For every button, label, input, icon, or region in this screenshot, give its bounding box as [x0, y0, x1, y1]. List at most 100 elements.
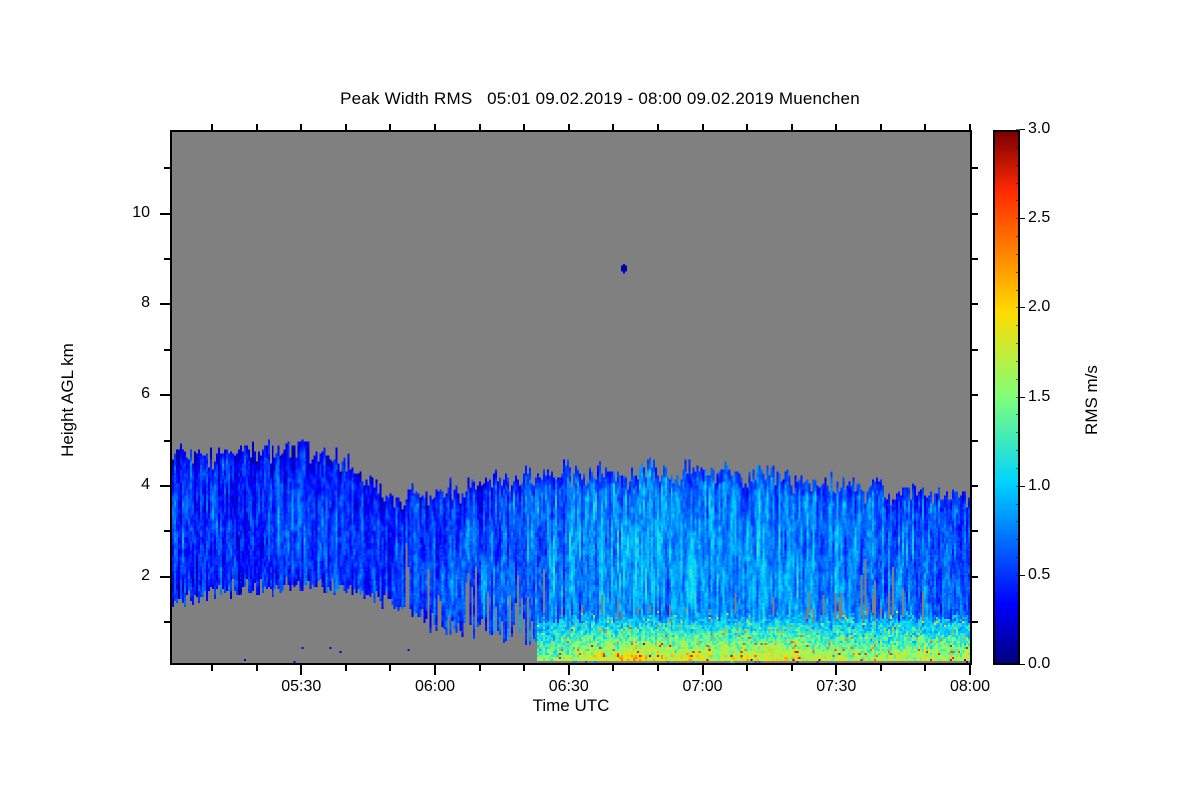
colorbar-tick: [1020, 396, 1025, 398]
x-top-tick: [567, 124, 570, 130]
y-right-tick: [972, 575, 978, 578]
x-top-tick: [434, 124, 437, 130]
colorbar-tick-label: 3.0: [1028, 120, 1051, 137]
x-minor-tick: [478, 665, 481, 671]
x-top-tick: [211, 124, 214, 130]
colorbar-minor-tick: [1016, 485, 1020, 487]
colorbar-minor-tick: [1016, 236, 1020, 237]
y-right-tick: [972, 530, 978, 533]
y-axis-label: Height AGL km: [58, 343, 77, 457]
colorbar-label: RMS m/s: [1082, 365, 1101, 435]
x-major-tick: [434, 665, 437, 675]
x-major-tick: [701, 665, 704, 675]
colorbar-tick-label: 1.0: [1028, 476, 1051, 494]
page-title: Peak Width RMS 05:01 09.02.2019 - 08:00 …: [340, 89, 860, 108]
y-right-tick: [972, 212, 978, 215]
x-major-tick: [969, 665, 971, 675]
colorbar-minor-tick: [1016, 414, 1020, 416]
colorbar-minor-tick: [1016, 450, 1020, 451]
x-minor-tick: [523, 665, 526, 671]
colorbar-minor-tick: [1016, 378, 1020, 380]
colorbar-minor-tick: [1016, 503, 1020, 505]
y-major-tick: [160, 575, 170, 578]
x-minor-tick: [746, 665, 749, 671]
colorbar-minor-tick: [1016, 396, 1020, 398]
x-top-tick: [523, 124, 526, 130]
x-tick-label: 06:30: [548, 678, 589, 695]
colorbar-tick: [1020, 129, 1025, 130]
colorbar-tick: [1020, 307, 1025, 309]
colorbar-minor-tick: [1016, 129, 1020, 130]
y-minor-tick: [164, 258, 170, 261]
colorbar-minor-tick: [1016, 628, 1020, 630]
colorbar-minor-tick: [1016, 592, 1020, 594]
x-tick-label: 07:00: [682, 678, 723, 695]
heatmap-data-layer: [172, 132, 970, 663]
y-right-tick: [972, 439, 978, 442]
colorbar[interactable]: [993, 130, 1020, 665]
colorbar-tick-label: 0.0: [1028, 655, 1051, 672]
x-top-tick: [389, 124, 392, 130]
x-minor-tick: [389, 665, 392, 671]
colorbar-tick: [1020, 664, 1025, 665]
colorbar-tick-label: 0.5: [1028, 565, 1051, 583]
colorbar-minor-tick: [1016, 146, 1020, 148]
x-minor-tick: [612, 665, 615, 671]
y-right-tick: [972, 303, 978, 306]
colorbar-minor-tick: [1016, 646, 1020, 648]
colorbar-minor-tick: [1016, 557, 1020, 558]
colorbar-minor-tick: [1016, 289, 1020, 291]
heatmap-plot-area[interactable]: [170, 130, 972, 665]
colorbar-minor-tick: [1016, 521, 1020, 523]
x-minor-tick: [255, 665, 258, 671]
colorbar-minor-tick: [1016, 218, 1020, 220]
y-tick-label: 2: [141, 566, 150, 584]
colorbar-minor-tick: [1016, 574, 1020, 576]
colorbar-minor-tick: [1016, 467, 1020, 469]
colorbar-minor-tick: [1016, 610, 1020, 612]
colorbar-tick-label: 2.0: [1028, 298, 1051, 316]
colorbar-minor-tick: [1016, 182, 1020, 184]
colorbar-tick-label: 2.5: [1028, 209, 1051, 227]
x-major-tick: [300, 665, 303, 675]
x-tick-label: 06:00: [414, 678, 456, 695]
colorbar-minor-tick: [1016, 253, 1020, 255]
x-top-tick: [344, 124, 347, 130]
x-major-tick: [567, 665, 570, 675]
colorbar-minor-tick: [1016, 360, 1020, 362]
colorbar-tick: [1020, 574, 1025, 576]
colorbar-minor-tick: [1016, 432, 1020, 434]
x-major-tick: [835, 665, 838, 675]
x-top-tick: [924, 124, 927, 130]
colorbar-minor-tick: [1016, 271, 1020, 273]
x-top-tick: [879, 124, 882, 130]
x-top-tick: [746, 124, 749, 130]
y-major-tick: [160, 212, 170, 215]
y-right-tick: [972, 485, 978, 487]
y-minor-tick: [164, 530, 170, 533]
x-top-tick: [478, 124, 481, 130]
x-top-tick: [790, 124, 793, 130]
x-minor-tick: [656, 665, 659, 671]
y-tick-label: 6: [141, 385, 150, 403]
y-minor-tick: [164, 348, 170, 351]
y-right-tick: [972, 258, 978, 261]
x-tick-label: 05:30: [281, 678, 322, 695]
y-major-tick: [160, 394, 170, 397]
y-minor-tick: [164, 621, 170, 624]
y-major-tick: [160, 485, 170, 487]
colorbar-minor-tick: [1016, 200, 1020, 202]
colorbar-minor-tick: [1016, 664, 1020, 665]
x-minor-tick: [344, 665, 347, 671]
x-top-tick: [701, 124, 704, 130]
colorbar-minor-tick: [1016, 539, 1020, 541]
x-axis-label: Time UTC: [532, 696, 610, 715]
colorbar-gradient: [995, 132, 1018, 663]
y-minor-tick: [164, 439, 170, 442]
colorbar-minor-tick: [1016, 343, 1020, 344]
y-major-tick: [160, 303, 170, 306]
x-top-tick: [255, 124, 258, 130]
x-top-tick: [969, 124, 971, 130]
y-right-tick: [972, 348, 978, 351]
